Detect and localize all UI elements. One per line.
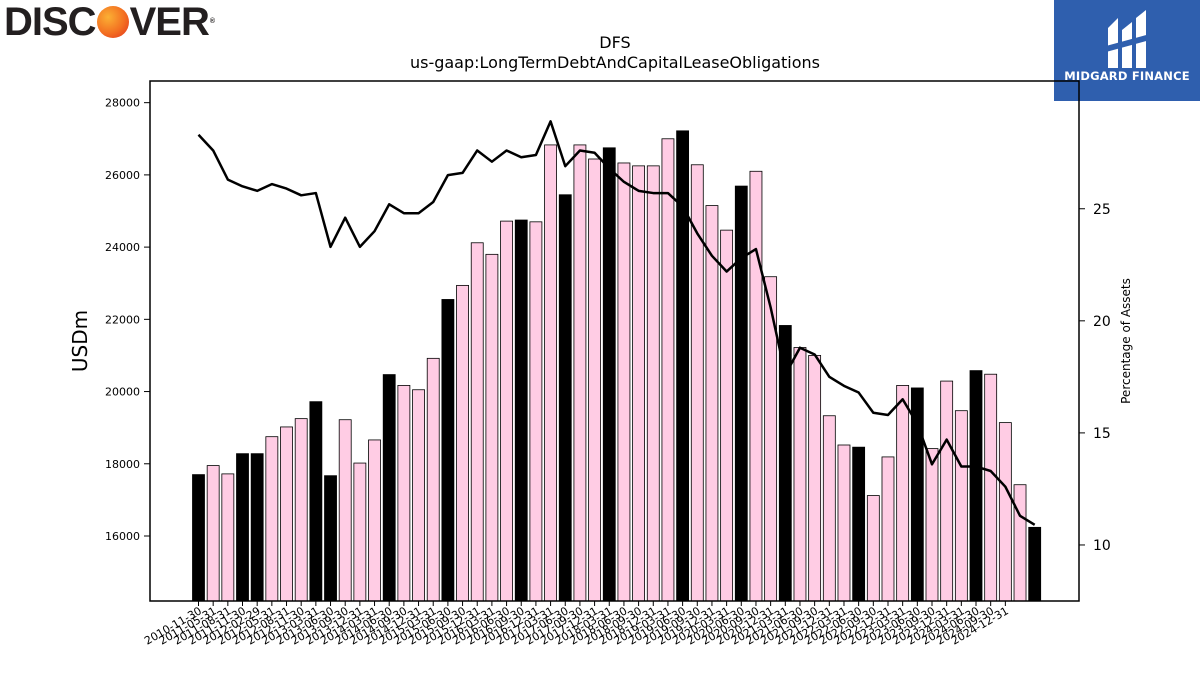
bar (837, 444, 851, 602)
bar (896, 385, 910, 602)
bar (998, 422, 1012, 602)
chart-subtitle: us-gaap:LongTermDebtAndCapitalLeaseOblig… (410, 53, 820, 72)
bar (969, 370, 983, 602)
bar (866, 495, 880, 602)
bar (881, 456, 895, 602)
bar (661, 138, 675, 602)
bar (940, 380, 954, 602)
bar (441, 299, 455, 602)
bar (925, 448, 939, 602)
bar (632, 165, 645, 602)
bar (720, 229, 734, 602)
bar (470, 242, 484, 602)
bar (294, 418, 308, 602)
bar (412, 389, 425, 602)
y-tick-label: 26000 (105, 169, 140, 182)
y-tick-label: 18000 (105, 458, 140, 471)
bar (500, 220, 513, 602)
bar (514, 219, 528, 602)
y-axis-label: USDm (68, 310, 92, 372)
bar (573, 144, 587, 602)
bar (192, 474, 205, 602)
bar (397, 385, 411, 602)
bar (250, 453, 264, 602)
pct-assets-line (197, 120, 1036, 526)
y2-tick-label: 10 (1093, 538, 1111, 554)
y-tick-label: 28000 (105, 97, 140, 110)
bar (588, 158, 601, 602)
bar (808, 355, 822, 602)
bar (734, 185, 748, 602)
bar (822, 415, 836, 602)
bar (984, 373, 998, 602)
y2-axis-label: Percentage of Assets (1119, 278, 1133, 404)
bar (1013, 484, 1027, 602)
bar (602, 147, 616, 602)
bar (324, 475, 337, 602)
bar (558, 194, 572, 602)
bar (1028, 526, 1042, 602)
y-tick-label: 20000 (105, 386, 140, 399)
bar (646, 165, 660, 602)
y-tick-label: 16000 (105, 530, 140, 543)
bar (954, 410, 968, 602)
plot-frame (149, 80, 1080, 602)
bar (426, 357, 440, 602)
bar (485, 253, 499, 602)
bar (852, 446, 866, 602)
bar (221, 473, 235, 602)
bar (544, 144, 557, 602)
bar (338, 419, 352, 602)
bar (382, 374, 396, 602)
discover-logo: DISC VER® (4, 0, 215, 44)
y-tick-label: 22000 (105, 313, 140, 326)
bar (690, 164, 704, 602)
bar (749, 170, 763, 602)
y2-tick-label: 25 (1093, 202, 1111, 218)
bar (910, 387, 924, 602)
bar (705, 205, 719, 602)
bar (529, 221, 543, 602)
bar (456, 284, 469, 602)
bar (617, 162, 631, 602)
midgard-logo-icon (1106, 10, 1150, 68)
chart-title: DFS (599, 33, 630, 52)
bar (280, 426, 293, 602)
bar (265, 436, 279, 602)
bar (793, 347, 807, 602)
bar (236, 453, 249, 602)
y2-tick-label: 20 (1093, 314, 1111, 330)
bar (368, 439, 381, 602)
y-tick-label: 24000 (105, 241, 140, 254)
bar (309, 401, 323, 602)
bar (206, 465, 220, 602)
y2-tick-label: 15 (1093, 426, 1111, 442)
bar (353, 462, 367, 602)
discover-logo-orb-icon (96, 6, 129, 38)
